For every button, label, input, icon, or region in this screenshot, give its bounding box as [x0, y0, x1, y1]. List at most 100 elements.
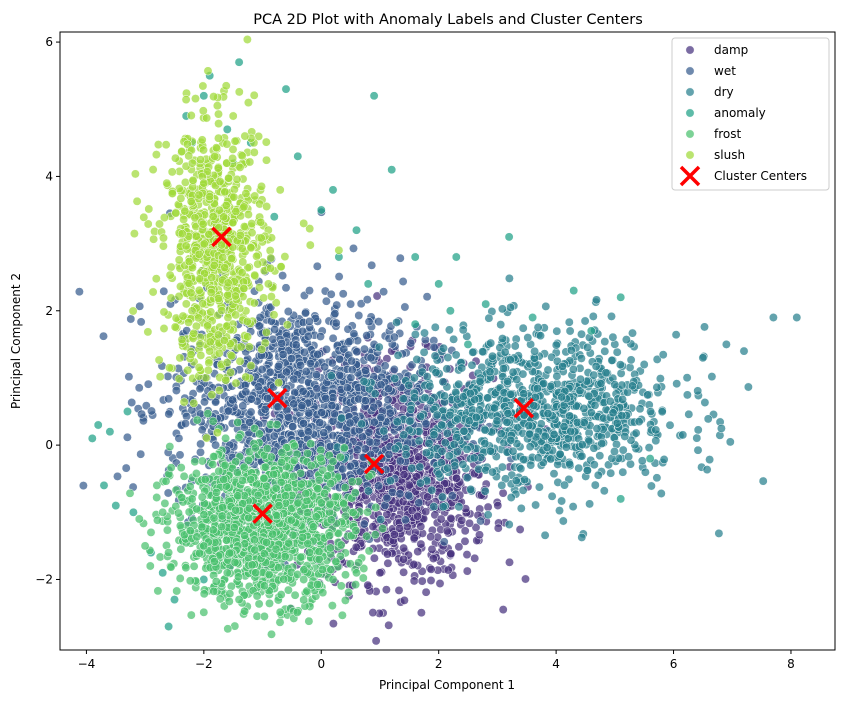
point-dry	[412, 355, 422, 364]
point-wet	[374, 481, 384, 491]
point-wet	[175, 450, 185, 460]
point-dry	[621, 335, 631, 345]
point-frost	[304, 616, 314, 626]
point-dry	[541, 301, 551, 311]
point-wet	[347, 365, 357, 375]
point-frost	[239, 462, 249, 472]
point-dry	[739, 346, 749, 356]
point-wet	[195, 384, 205, 394]
point-anomaly	[387, 165, 397, 175]
point-frost	[134, 514, 144, 524]
point-wet	[289, 374, 299, 384]
point-wet	[395, 253, 405, 263]
point-frost	[212, 487, 221, 497]
point-dry	[364, 486, 373, 496]
point-wet	[382, 493, 392, 503]
point-wet	[414, 498, 424, 508]
point-wet	[401, 515, 410, 525]
point-wet	[196, 447, 205, 457]
point-dry	[462, 473, 472, 483]
point-damp	[369, 553, 379, 563]
point-dry	[390, 444, 400, 454]
point-anomaly	[586, 326, 596, 336]
point-dry	[682, 390, 692, 400]
point-damp	[384, 620, 394, 630]
point-dry	[672, 379, 682, 389]
point-frost	[276, 457, 286, 467]
point-dry	[533, 453, 543, 463]
point-dry	[503, 376, 513, 386]
point-dry	[534, 482, 544, 492]
point-dry	[438, 492, 447, 502]
point-dry	[652, 473, 662, 483]
point-frost	[203, 409, 213, 419]
point-wet	[263, 393, 272, 403]
point-dry	[584, 391, 594, 401]
point-anomaly	[328, 185, 338, 195]
point-frost	[259, 611, 269, 621]
point-frost	[274, 501, 284, 511]
point-dry	[471, 412, 481, 422]
point-wet	[171, 386, 181, 395]
point-dry	[484, 313, 494, 323]
point-dry	[557, 496, 567, 506]
point-dry	[449, 334, 459, 344]
point-dry	[646, 481, 656, 491]
point-damp	[404, 480, 414, 490]
point-anomaly	[481, 299, 491, 309]
point-dry	[555, 449, 565, 459]
point-dry	[467, 360, 477, 370]
point-dry	[480, 486, 490, 496]
point-slush	[242, 35, 252, 44]
point-damp	[389, 530, 399, 540]
point-dry	[671, 330, 681, 340]
point-frost	[318, 588, 328, 598]
point-wet	[277, 338, 287, 348]
point-dry	[615, 360, 625, 370]
point-wet	[373, 364, 383, 374]
point-frost	[259, 581, 269, 591]
point-dry	[628, 328, 637, 338]
point-dry	[502, 417, 512, 427]
point-frost	[326, 479, 336, 488]
point-dry	[693, 445, 703, 455]
point-wet	[274, 361, 283, 371]
point-wet	[359, 519, 369, 529]
point-frost	[313, 580, 322, 589]
point-wet	[406, 338, 416, 348]
point-dry	[543, 409, 553, 419]
point-damp	[383, 549, 392, 559]
point-frost	[190, 457, 200, 467]
point-damp	[328, 619, 338, 629]
point-dry	[682, 373, 692, 383]
point-dry	[393, 350, 403, 360]
point-damp	[475, 530, 484, 540]
point-dry	[576, 353, 586, 363]
point-frost	[229, 523, 239, 532]
point-wet	[241, 387, 251, 397]
point-frost	[251, 568, 261, 578]
point-damp	[427, 544, 437, 554]
point-wet	[379, 287, 389, 297]
point-frost	[316, 445, 326, 455]
point-dry	[591, 361, 601, 371]
point-dry	[547, 491, 557, 501]
point-anomaly	[369, 91, 379, 101]
point-frost	[331, 557, 341, 566]
point-frost	[301, 489, 311, 499]
point-dry	[523, 333, 533, 343]
point-wet	[335, 370, 345, 380]
point-frost	[339, 443, 349, 453]
point-dry	[617, 411, 627, 421]
point-anomaly	[569, 286, 579, 296]
point-dry	[505, 355, 515, 365]
point-damp	[454, 542, 464, 552]
point-anomaly	[87, 433, 97, 443]
point-dry	[651, 436, 661, 446]
point-dry	[588, 311, 598, 321]
point-dry	[480, 425, 490, 435]
point-frost	[269, 469, 279, 479]
point-wet	[331, 318, 341, 328]
point-dry	[635, 404, 645, 414]
point-frost	[197, 456, 207, 466]
